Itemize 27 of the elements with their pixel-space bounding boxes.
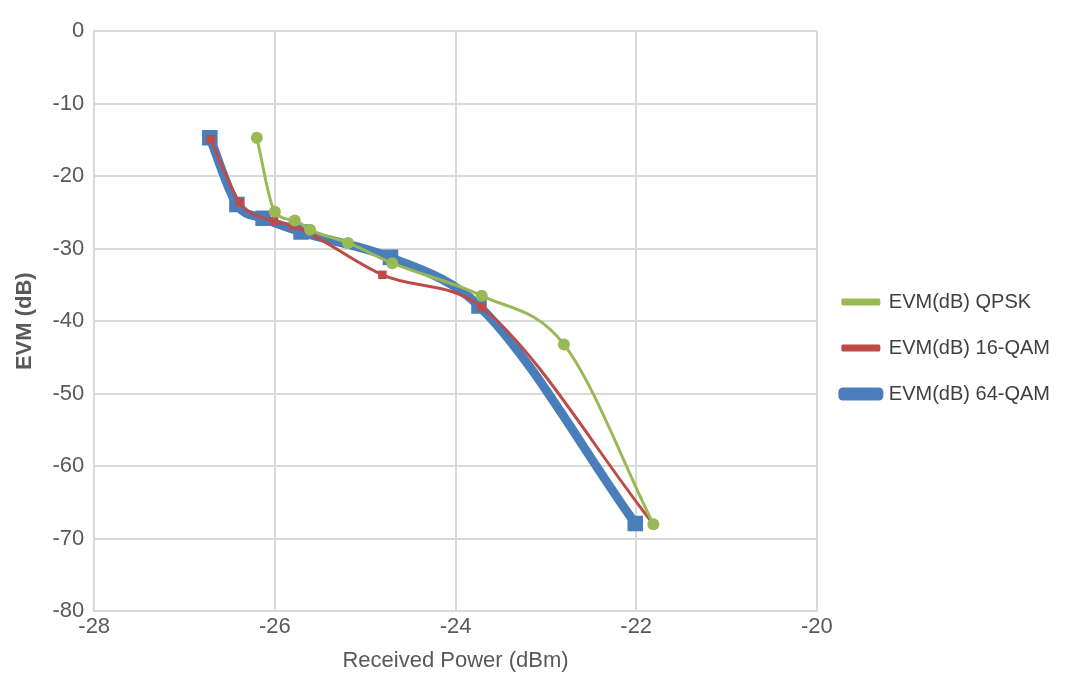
y-tick-label: -10 (52, 89, 85, 115)
x-tick-label: -22 (620, 613, 653, 639)
y-tick-label: -60 (52, 452, 85, 478)
point (304, 223, 317, 236)
point (386, 257, 399, 270)
y-tick-label: -70 (52, 524, 85, 550)
point (342, 236, 355, 249)
y-tick-label: -20 (52, 162, 85, 188)
legend-label: EVM(dB) 16-QAM (888, 335, 1051, 358)
point (268, 205, 281, 218)
point (250, 131, 263, 144)
legend-label: EVM(dB) QPSK (888, 289, 1032, 312)
y-tick-label: -30 (52, 234, 85, 260)
point (557, 338, 570, 351)
point (627, 515, 644, 532)
x-axis-title: Received Power (dBm) (342, 646, 569, 672)
x-tick-label: -24 (439, 613, 472, 639)
y-axis-title: EVM (dB) (11, 272, 37, 371)
legend-label: EVM(dB) 64-QAM (888, 381, 1051, 404)
x-tick-label: -20 (800, 613, 833, 639)
point (475, 289, 488, 302)
y-tick-label: 0 (71, 17, 85, 43)
point (288, 214, 301, 227)
point (378, 270, 387, 280)
x-tick-label: -26 (258, 613, 291, 639)
y-tick-label: -40 (52, 307, 85, 333)
y-tick-label: -50 (52, 379, 85, 405)
